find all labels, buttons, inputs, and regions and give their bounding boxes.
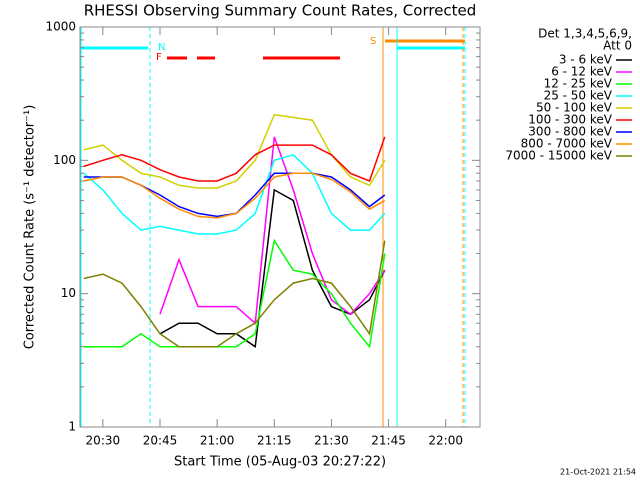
x-tick-label: 21:15	[257, 434, 292, 448]
legend-label: 100 - 300 keV	[528, 113, 612, 127]
plot-area	[83, 113, 386, 349]
axes-frame	[79, 26, 481, 428]
legend-title: Det 1,3,4,5,6,9,	[538, 27, 632, 41]
y-tick-label: 1	[68, 420, 76, 434]
footer: 21-Oct-2021 21:54	[560, 468, 636, 477]
flag-label: S	[370, 36, 376, 47]
y-tick-label: 100	[53, 153, 76, 167]
series-line	[83, 240, 386, 348]
legend-label: 25 - 50 keV	[544, 89, 613, 103]
legend-label: 6 - 12 keV	[551, 65, 613, 79]
chart-title: RHESSI Observing Summary Count Rates, Co…	[84, 2, 477, 20]
series-line	[83, 153, 386, 235]
y-tick-label: 10	[61, 286, 76, 300]
series-line	[159, 136, 386, 325]
x-tick-label: 20:45	[143, 434, 178, 448]
legend-title: Att 0	[603, 39, 632, 53]
x-tick-label: 20:30	[86, 434, 121, 448]
x-axis-label: Start Time (05-Aug-03 20:27:22)	[174, 455, 386, 470]
x-tick-label: 21:30	[314, 434, 349, 448]
flags: N F S	[80, 27, 466, 427]
series-line	[83, 113, 386, 189]
legend-label: 12 - 25 keV	[544, 77, 613, 91]
series-line	[83, 172, 386, 219]
y-tick-label: 1000	[45, 20, 76, 34]
x-tick-label: 22:00	[428, 434, 463, 448]
legend-label: 300 - 800 keV	[528, 125, 612, 139]
legend-label: 800 - 7000 keV	[521, 137, 613, 151]
series-line	[83, 238, 386, 349]
y-axis-label: Corrected Count Rate (s⁻¹ detector⁻¹)	[23, 105, 38, 350]
flag-label: F	[156, 52, 162, 63]
legend-label: 3 - 6 keV	[559, 53, 613, 67]
legend-label: 50 - 100 keV	[536, 101, 613, 115]
series-line	[83, 136, 386, 182]
x-tick-label: 21:45	[371, 434, 406, 448]
legend-label: 7000 - 15000 keV	[505, 149, 612, 163]
x-tick-label: 21:00	[200, 434, 235, 448]
flag-label: N	[158, 42, 165, 53]
